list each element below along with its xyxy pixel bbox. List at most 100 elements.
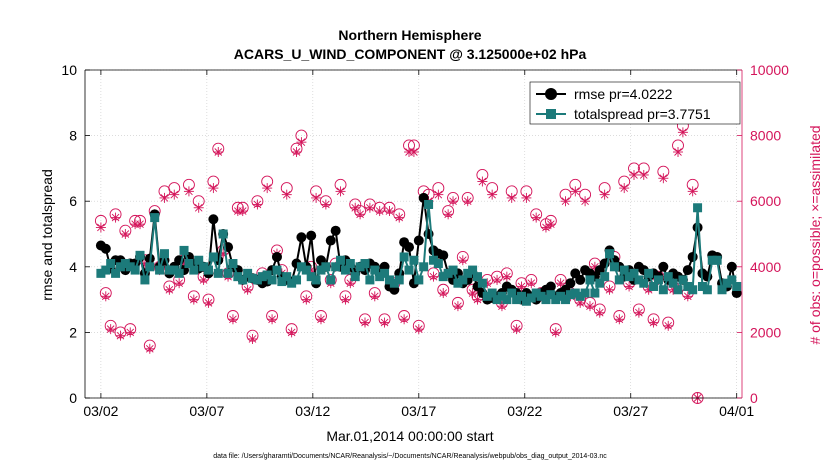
obs-markers bbox=[94, 119, 704, 404]
totalspread-point bbox=[732, 281, 742, 291]
obs-assimilated-point bbox=[394, 212, 405, 223]
totalspread-point bbox=[384, 275, 394, 285]
obs-assimilated-point bbox=[213, 147, 224, 157]
obs-assimilated-point bbox=[110, 212, 121, 223]
totalspread-point bbox=[502, 295, 512, 305]
totalspread-point bbox=[605, 249, 615, 259]
totalspread-point bbox=[287, 278, 297, 288]
y2-tick-label: 6000 bbox=[750, 193, 781, 209]
obs-assimilated-point bbox=[560, 196, 571, 207]
obs-assimilated-point bbox=[135, 219, 146, 230]
obs-assimilated-point bbox=[340, 294, 351, 305]
obs-assimilated-point bbox=[95, 222, 106, 233]
totalspread-point bbox=[673, 285, 683, 295]
x-tick-label: 04/01 bbox=[719, 403, 754, 419]
totalspread-point bbox=[238, 275, 248, 285]
y-tick-label: 8 bbox=[69, 128, 77, 144]
totalspread-point bbox=[595, 278, 605, 288]
totalspread-point bbox=[556, 291, 566, 301]
totalspread-point bbox=[340, 265, 350, 275]
rmse-point bbox=[306, 230, 317, 241]
legend-rmse-marker bbox=[545, 88, 557, 100]
totalspread-point bbox=[380, 268, 390, 278]
obs-assimilated-point bbox=[125, 327, 136, 338]
legend-rmse-label: rmse pr=4.0222 bbox=[574, 86, 673, 102]
totalspread-point bbox=[150, 213, 160, 223]
obs-assimilated-point bbox=[448, 196, 459, 207]
totalspread-point bbox=[360, 259, 370, 269]
totalspread-point bbox=[306, 272, 316, 282]
totalspread-point bbox=[228, 259, 238, 269]
y2-tick-label: 8000 bbox=[750, 128, 781, 144]
totalspread-point bbox=[580, 288, 590, 298]
totalspread-point bbox=[282, 272, 292, 282]
obs-assimilated-point bbox=[487, 189, 498, 200]
y2-tick-label: 4000 bbox=[750, 259, 781, 275]
obs-assimilated-point bbox=[633, 307, 644, 318]
y2-axis-label: # of obs: o=possible; ×=assimilated bbox=[807, 125, 823, 344]
totalspread-point bbox=[345, 259, 355, 269]
totalspread-point bbox=[517, 291, 527, 301]
obs-assimilated-point bbox=[364, 202, 375, 213]
obs-assimilated-point bbox=[281, 189, 292, 200]
totalspread-point bbox=[683, 281, 693, 291]
totalspread-point bbox=[458, 275, 468, 285]
totalspread-point bbox=[575, 291, 585, 301]
totalspread-point bbox=[370, 265, 380, 275]
y-tick-label: 6 bbox=[69, 193, 77, 209]
legend: rmse pr=4.0222 totalspread pr=3.7751 bbox=[529, 81, 741, 125]
rmse-point bbox=[100, 243, 111, 254]
rmse-point bbox=[726, 261, 737, 272]
x-tick-label: 03/22 bbox=[507, 403, 542, 419]
totalspread-point bbox=[375, 272, 385, 282]
totalspread-point bbox=[448, 265, 458, 275]
totalspread-point bbox=[712, 255, 722, 265]
totalspread-point bbox=[169, 265, 179, 275]
obs-assimilated-point bbox=[526, 278, 537, 289]
totalspread-point bbox=[140, 275, 150, 285]
x-tick-label: 03/07 bbox=[189, 403, 224, 419]
axes: 03/02 03/07 03/12 03/17 03/22 03/27 04/0102468… bbox=[61, 62, 789, 419]
totalspread-point bbox=[419, 262, 429, 272]
rmse-point bbox=[692, 222, 703, 233]
totalspread-point bbox=[653, 275, 663, 285]
totalspread-point bbox=[404, 265, 414, 275]
rmse-point bbox=[271, 251, 282, 262]
totalspread-point bbox=[424, 199, 434, 209]
obs-assimilated-point bbox=[584, 301, 595, 312]
totalspread-point bbox=[482, 291, 492, 301]
totalspread-point bbox=[497, 291, 507, 301]
obs-assimilated-point bbox=[399, 314, 410, 325]
totalspread-point bbox=[585, 275, 595, 285]
y2-tick-label: 10000 bbox=[750, 62, 789, 78]
obs-assimilated-point bbox=[159, 192, 170, 203]
totalspread-point bbox=[159, 249, 169, 259]
obs-assimilated-point bbox=[247, 333, 258, 344]
obs-assimilated-point bbox=[100, 291, 111, 302]
totalspread-point bbox=[639, 278, 649, 288]
totalspread-point bbox=[350, 272, 360, 282]
totalspread-point bbox=[619, 265, 629, 275]
totalspread-point bbox=[409, 255, 419, 265]
obs-assimilated-point bbox=[164, 284, 175, 295]
totalspread-point bbox=[321, 262, 331, 272]
totalspread-point bbox=[243, 268, 253, 278]
obs-assimilated-point bbox=[452, 301, 463, 312]
obs-assimilated-point bbox=[384, 206, 395, 217]
totalspread-point bbox=[600, 272, 610, 282]
totalspread-point bbox=[722, 278, 732, 288]
totalspread-point bbox=[433, 259, 443, 269]
totalspread-point bbox=[658, 285, 668, 295]
obs-assimilated-point bbox=[550, 327, 561, 338]
chart-subtitle: ACARS_U_WIND_COMPONENT @ 3.125000e+02 hP… bbox=[234, 46, 587, 62]
totalspread-point bbox=[678, 275, 688, 285]
obs-assimilated-point bbox=[169, 189, 180, 200]
obs-assimilated-point bbox=[408, 147, 419, 157]
legend-box bbox=[529, 81, 741, 125]
totalspread-point bbox=[199, 262, 209, 272]
totalspread-point bbox=[531, 288, 541, 298]
obs-assimilated-point bbox=[594, 307, 605, 318]
grid bbox=[85, 69, 742, 399]
totalspread-point bbox=[218, 229, 228, 239]
